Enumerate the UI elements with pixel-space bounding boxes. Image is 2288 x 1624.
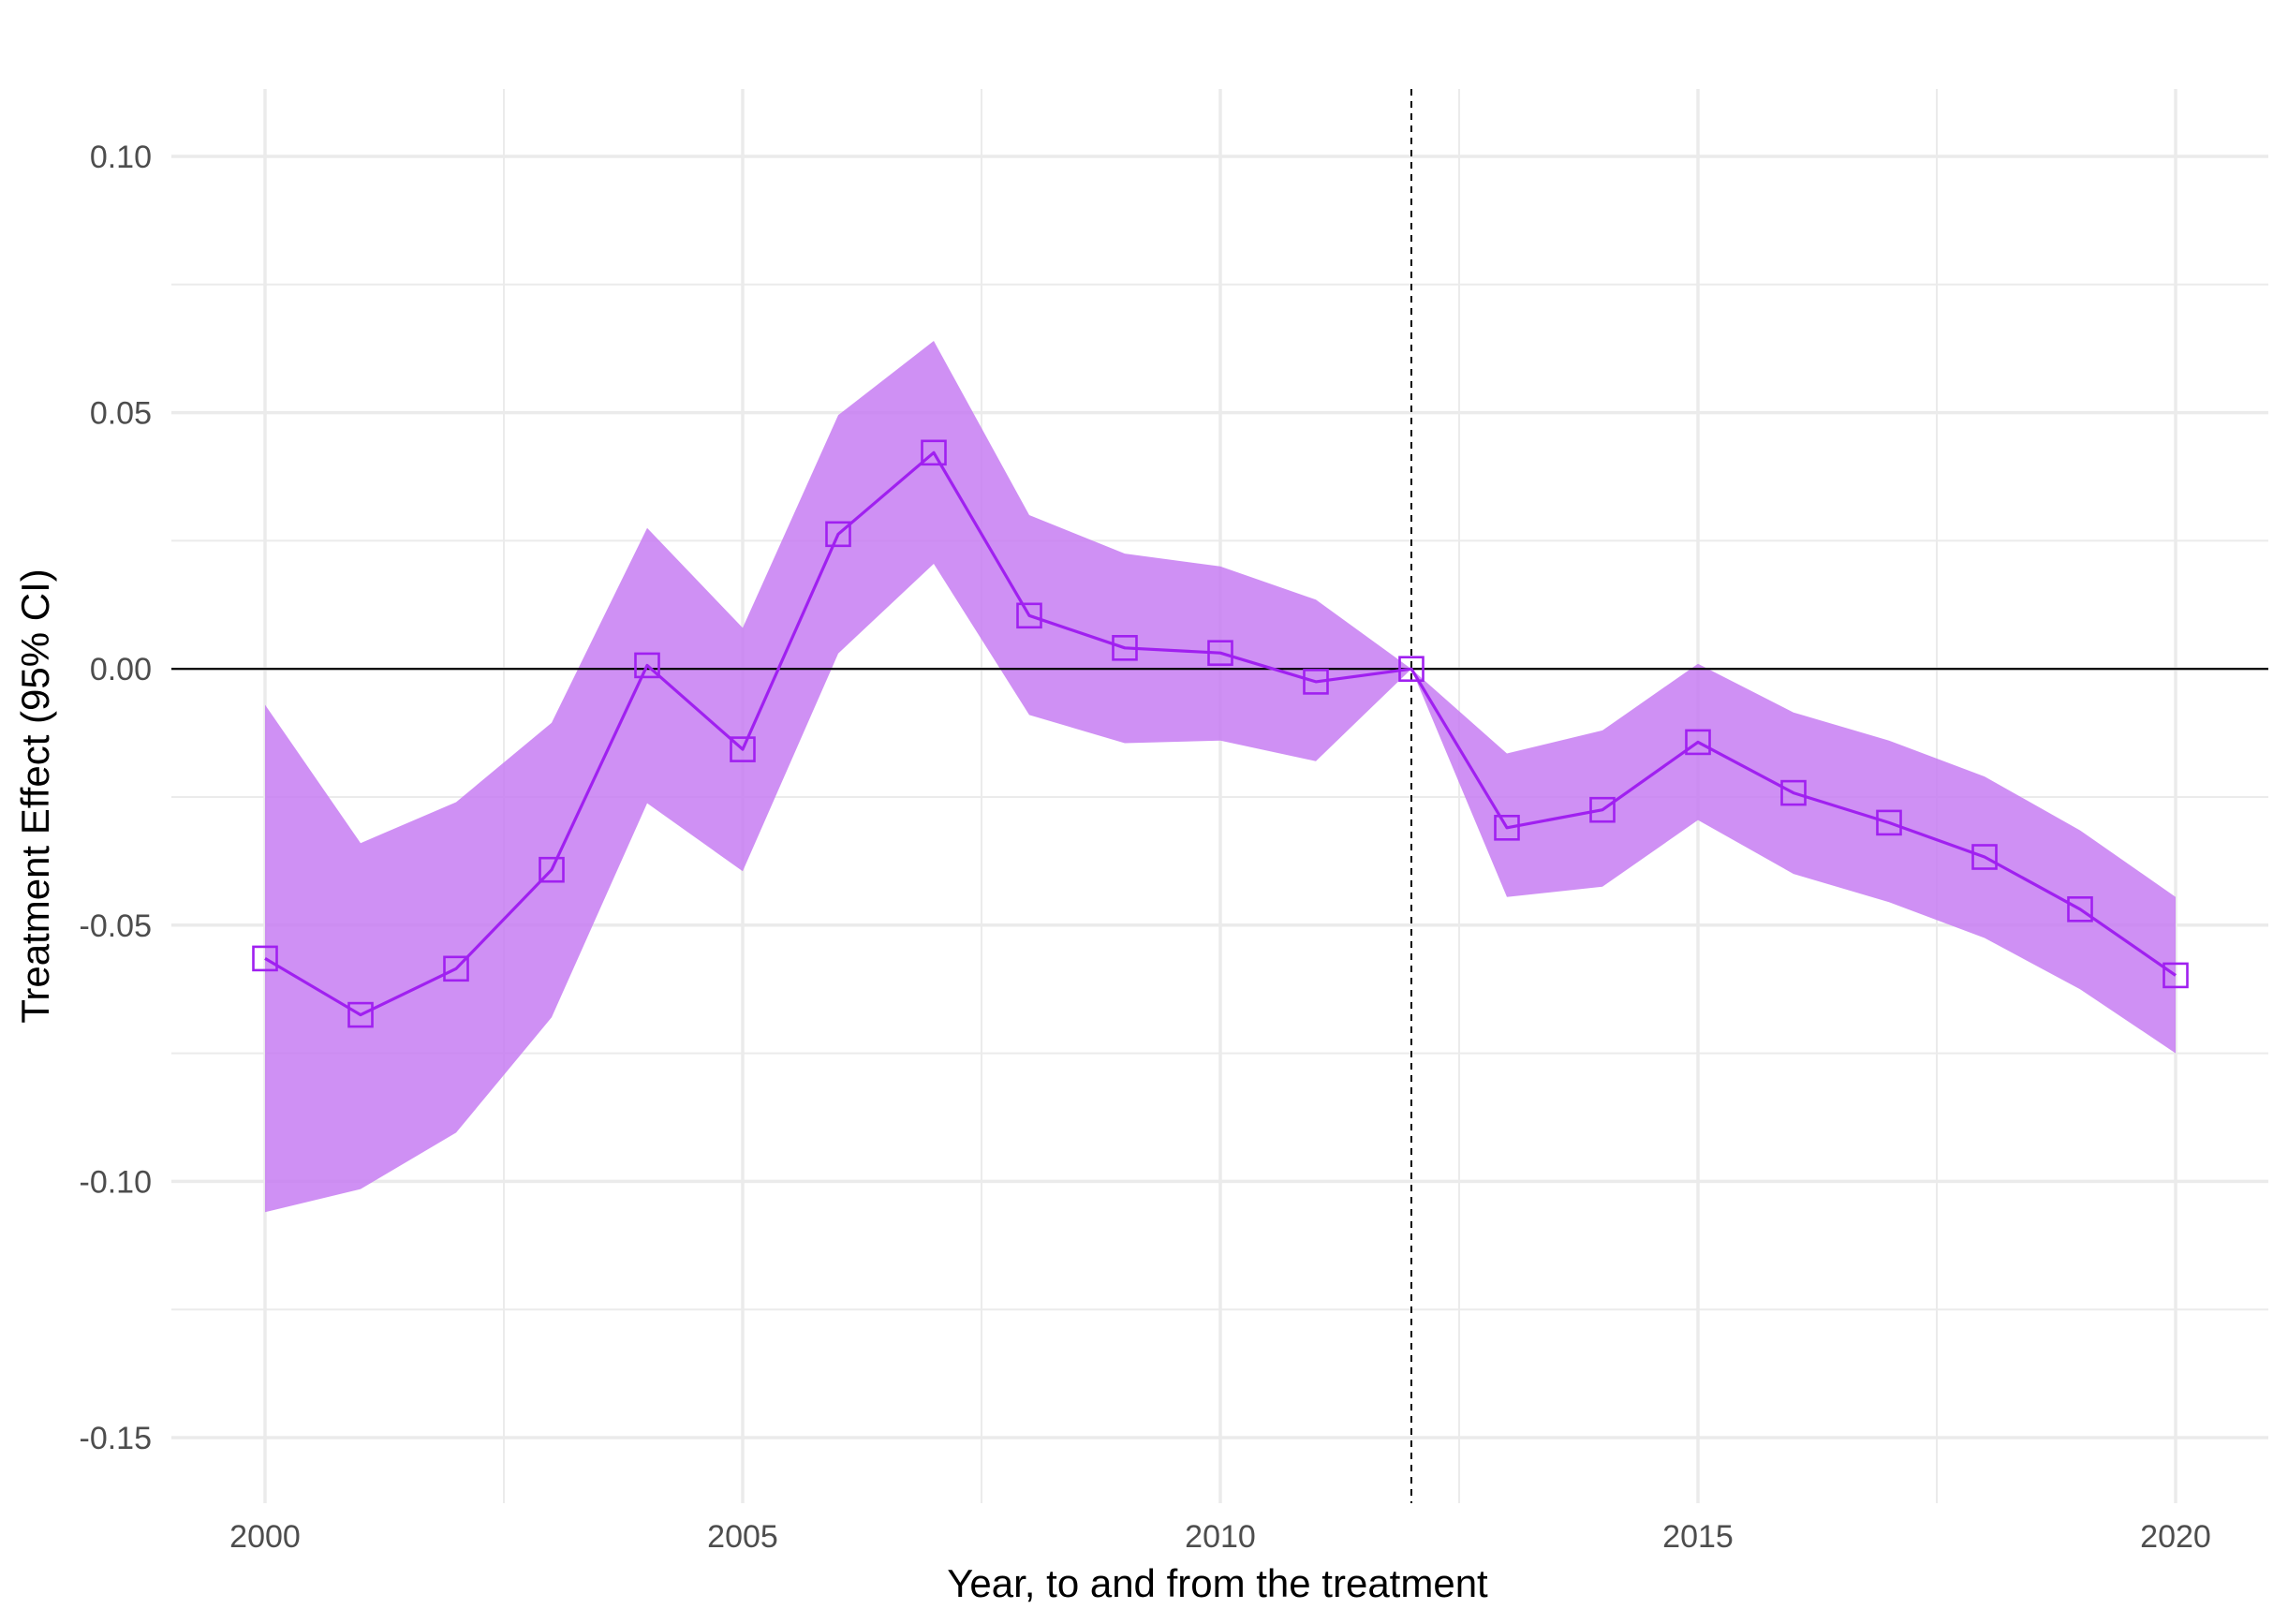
y-tick-label: -0.05 <box>80 908 153 944</box>
y-axis-title: Treatment Effect (95% CI) <box>13 568 57 1024</box>
x-tick-labels: 2000 2005 2010 2015 2020 <box>229 1519 2211 1555</box>
reference-lines <box>171 89 2268 1503</box>
point-marker <box>1494 814 1520 841</box>
y-tick-label: 0.00 <box>90 652 152 687</box>
y-tick-label: 0.10 <box>90 140 152 175</box>
y-tick-labels: 0.10 0.05 0.00 -0.05 -0.10 -0.15 <box>80 140 153 1456</box>
point-marker <box>1112 634 1138 661</box>
point-marker <box>1685 729 1711 756</box>
x-tick-label: 2005 <box>707 1519 778 1555</box>
x-tick-label: 2000 <box>229 1519 301 1555</box>
point-marker <box>252 945 278 972</box>
point-marker <box>347 1001 374 1028</box>
x-tick-label: 2020 <box>2140 1519 2211 1555</box>
point-marker <box>1398 656 1424 683</box>
x-axis-title: Year, to and from the treatment <box>947 1561 1488 1605</box>
point-marker <box>443 955 469 982</box>
point-marker <box>1876 809 1902 836</box>
confidence-band-layer <box>265 341 2176 1213</box>
estimate-line-layer <box>264 450 2177 1017</box>
y-tick-label: -0.15 <box>80 1421 153 1456</box>
estimate-line <box>264 450 2177 1017</box>
y-tick-label: 0.05 <box>90 396 152 432</box>
point-marker <box>2163 962 2189 989</box>
point-marker <box>921 439 947 466</box>
confidence-band <box>265 341 2176 1213</box>
y-tick-label: -0.10 <box>80 1164 153 1200</box>
x-tick-label: 2010 <box>1185 1519 1256 1555</box>
point-marker <box>1971 844 1998 870</box>
point-marker <box>1016 602 1042 629</box>
point-marker <box>825 521 851 548</box>
x-tick-label: 2015 <box>1662 1519 1734 1555</box>
point-markers <box>252 439 2189 1028</box>
point-marker <box>1589 796 1616 823</box>
point-marker <box>730 736 756 762</box>
point-marker <box>1780 779 1807 806</box>
point-marker <box>1207 640 1233 667</box>
point-marker <box>539 856 565 883</box>
point-marker <box>1303 669 1329 695</box>
point-marker <box>2067 895 2093 923</box>
point-marker <box>634 652 660 679</box>
